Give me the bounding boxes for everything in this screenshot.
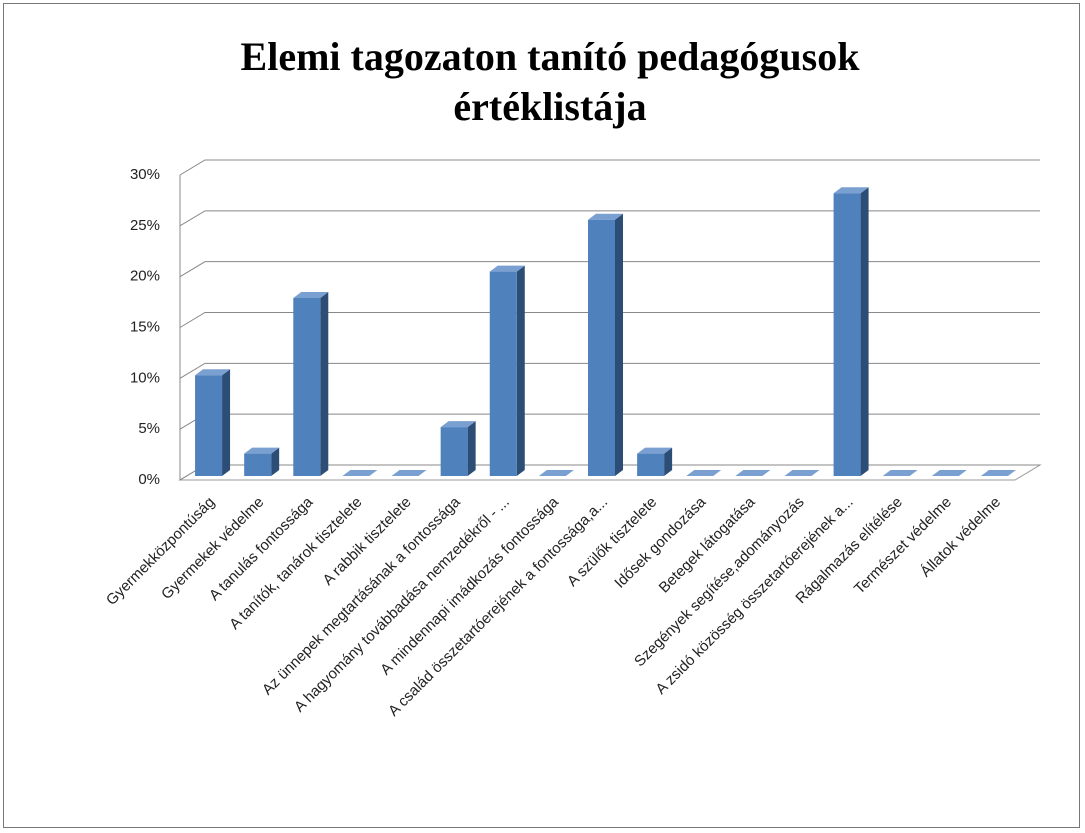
bar bbox=[538, 470, 574, 476]
bar bbox=[686, 470, 722, 476]
bar-front bbox=[440, 427, 468, 476]
chart-frame bbox=[3, 3, 1080, 828]
y-tick-label: 15% bbox=[130, 318, 160, 335]
bar-top bbox=[882, 470, 918, 476]
bar-side bbox=[467, 421, 476, 476]
bar-front bbox=[637, 453, 665, 476]
y-tick-label: 10% bbox=[130, 369, 160, 386]
bar bbox=[784, 470, 820, 476]
bar-front bbox=[588, 219, 615, 476]
bar bbox=[931, 470, 967, 476]
bar bbox=[489, 265, 525, 476]
y-tick-label: 20% bbox=[130, 268, 160, 285]
bar-top bbox=[980, 470, 1016, 476]
bar bbox=[980, 470, 1016, 476]
bar-side bbox=[516, 265, 525, 476]
bar-front bbox=[293, 298, 321, 476]
bar-side bbox=[615, 213, 623, 476]
bar bbox=[833, 187, 869, 477]
bar-top bbox=[931, 470, 967, 476]
bar-side bbox=[860, 187, 869, 477]
bar-front bbox=[833, 193, 861, 477]
y-tick-label: 0% bbox=[138, 471, 160, 488]
y-tick-label: 5% bbox=[138, 420, 160, 437]
bar-side bbox=[271, 447, 280, 476]
grid-line bbox=[179, 362, 1040, 379]
bar-top bbox=[293, 292, 329, 299]
x-tick-label: A szülők tisztelete bbox=[564, 494, 660, 590]
bar-top bbox=[440, 421, 476, 428]
bar-top bbox=[391, 470, 427, 476]
x-tick-label: A rabbik tisztelete bbox=[320, 494, 415, 589]
bar-top bbox=[784, 470, 820, 476]
bar-top bbox=[489, 265, 525, 272]
bar-top bbox=[686, 470, 722, 476]
bar-top bbox=[833, 187, 869, 194]
x-tick-label: A mindennapi imádkozás fontossága bbox=[377, 493, 562, 678]
y-tick-label: 25% bbox=[130, 217, 160, 234]
bar-front bbox=[244, 453, 272, 476]
bar-top bbox=[588, 213, 623, 220]
bar-top bbox=[195, 369, 231, 376]
grid-line bbox=[179, 210, 1040, 227]
bar-top bbox=[538, 470, 574, 476]
bar-top bbox=[244, 447, 280, 454]
bar-top bbox=[735, 470, 771, 476]
bar bbox=[293, 292, 329, 476]
bar-top bbox=[637, 447, 673, 454]
chart-title: Elemi tagozaton tanító pedagógusok érték… bbox=[240, 34, 860, 129]
bar bbox=[195, 369, 231, 476]
bar bbox=[342, 470, 378, 476]
bar-side bbox=[320, 292, 329, 476]
bar-top bbox=[342, 470, 378, 476]
grid-line bbox=[179, 312, 1040, 328]
bar-side bbox=[222, 369, 231, 476]
x-tick-label: Idősek gondozása bbox=[611, 493, 710, 592]
bar bbox=[244, 447, 280, 476]
bar bbox=[440, 421, 476, 476]
grid-line bbox=[179, 159, 1040, 176]
bar-front bbox=[195, 375, 223, 476]
bar bbox=[882, 470, 918, 476]
grid-line bbox=[179, 261, 1040, 278]
y-tick-label: 30% bbox=[130, 166, 160, 183]
bar bbox=[637, 447, 673, 476]
bar bbox=[391, 470, 427, 476]
bar-front bbox=[489, 271, 517, 476]
bar-side bbox=[664, 447, 673, 476]
bar bbox=[735, 470, 771, 476]
bar bbox=[588, 213, 623, 476]
